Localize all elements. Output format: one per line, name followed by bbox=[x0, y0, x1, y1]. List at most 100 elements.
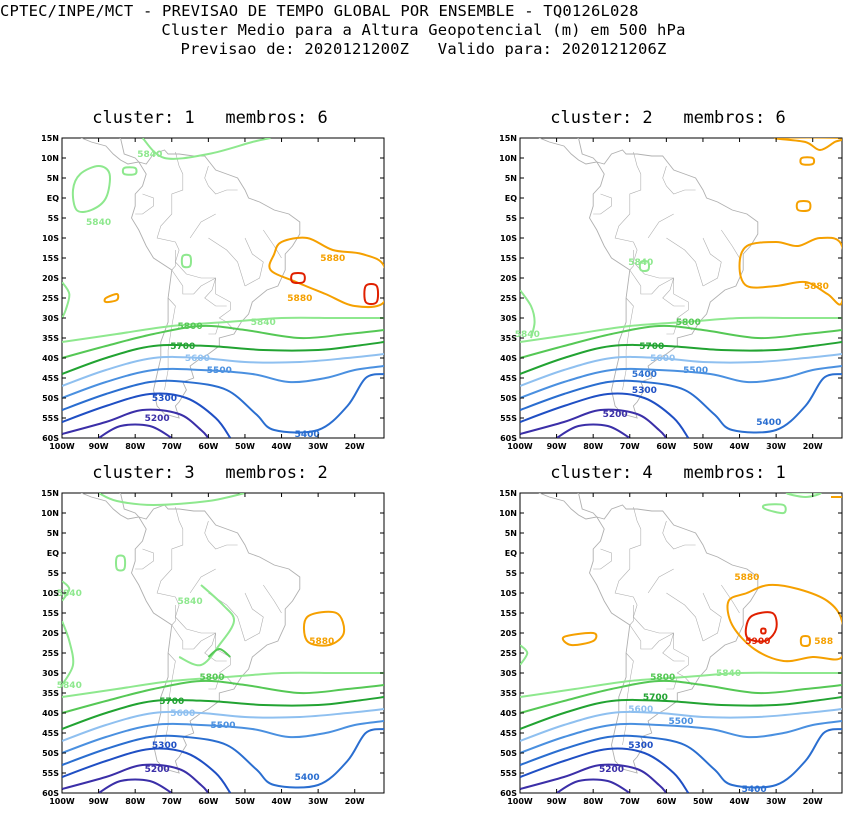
country-border bbox=[647, 568, 674, 594]
lon-tick-label: 60W bbox=[656, 442, 676, 451]
lon-tick-label: 60W bbox=[656, 797, 676, 806]
lat-tick-label: 10N bbox=[41, 154, 59, 163]
map-panel-cluster-2: cluster: 2 membros: 6 5840 5880 5840 5800 57… bbox=[458, 108, 847, 451]
country-border bbox=[171, 605, 176, 626]
lon-tick-label: 100W bbox=[49, 797, 75, 806]
lat-tick-label: 55S bbox=[500, 414, 517, 423]
contour-label: 5400 bbox=[742, 785, 767, 795]
contour-5600 bbox=[62, 353, 384, 387]
map-svg: 5840 5840 5880 5880 5840 5800 5700 5600 5500 5300… bbox=[41, 134, 385, 451]
contour-5900 bbox=[363, 282, 380, 306]
contour-5840 bbox=[62, 620, 75, 686]
coastline-central-america bbox=[538, 493, 598, 520]
lon-tick-label: 80W bbox=[125, 442, 145, 451]
country-border bbox=[263, 584, 282, 614]
lon-tick-label: 80W bbox=[125, 797, 145, 806]
lat-tick-label: 40S bbox=[42, 709, 59, 718]
contour-5400 bbox=[62, 728, 384, 789]
lon-tick-label: 30W bbox=[766, 442, 786, 451]
contour-5880 bbox=[799, 156, 816, 166]
lat-tick-label: 10S bbox=[500, 589, 517, 598]
contour-label: 5840 bbox=[628, 258, 653, 268]
header-line-2: Cluster Medio para a Altura Geopotencial… bbox=[161, 21, 686, 39]
country-border bbox=[204, 277, 227, 307]
contour-label: 5900 bbox=[745, 637, 770, 647]
map-svg: 5840 5840 5880 5840 5800 5700 5600 5500 5300 5200… bbox=[41, 489, 385, 806]
contour-5840 bbox=[520, 289, 536, 339]
lon-tick-label: 30W bbox=[766, 797, 786, 806]
lon-tick-label: 90W bbox=[547, 797, 567, 806]
contour-label: 5840 bbox=[515, 330, 540, 340]
lat-tick-label: 15N bbox=[41, 489, 59, 498]
lat-tick-label: 10N bbox=[41, 509, 59, 518]
contour-5840 bbox=[520, 644, 529, 666]
country-border bbox=[622, 297, 634, 391]
map-layer bbox=[62, 493, 384, 793]
contour-label: 5300 bbox=[152, 741, 177, 751]
contour-label: 5880 bbox=[804, 282, 829, 292]
lat-tick-label: 15S bbox=[500, 609, 517, 618]
lon-tick-label: 70W bbox=[620, 797, 640, 806]
contour-5840 bbox=[178, 584, 236, 667]
contour-label: 5840 bbox=[251, 318, 276, 328]
contour-label: 5500 bbox=[668, 717, 693, 727]
lat-tick-label: 5N bbox=[47, 174, 59, 183]
lat-tick-label: 10N bbox=[499, 509, 517, 518]
contour-5800 bbox=[520, 324, 842, 359]
lat-tick-label: 5S bbox=[48, 214, 60, 223]
contour-5600 bbox=[520, 708, 842, 742]
country-border bbox=[662, 277, 685, 307]
header-line-3: Previsao de: 2020121200Z Valido para: 20… bbox=[180, 40, 667, 58]
country-border bbox=[263, 229, 282, 259]
lat-tick-label: 60S bbox=[500, 789, 517, 798]
lon-tick-label: 50W bbox=[693, 442, 713, 451]
contour-5900 bbox=[290, 272, 306, 284]
contour-label: 5200 bbox=[145, 765, 170, 775]
panel-title: cluster: 3 membros: 2 bbox=[92, 463, 328, 483]
lon-tick-label: 20W bbox=[345, 442, 365, 451]
lon-tick-label: 40W bbox=[730, 797, 750, 806]
lon-tick-label: 40W bbox=[272, 797, 292, 806]
contour-label: 5200 bbox=[603, 410, 628, 420]
contour-5880 bbox=[774, 138, 842, 152]
lat-tick-label: 15N bbox=[499, 489, 517, 498]
lat-tick-label: 20S bbox=[42, 629, 59, 638]
contour-5840 bbox=[71, 164, 111, 213]
country-border bbox=[204, 165, 238, 195]
lat-tick-label: 15S bbox=[42, 609, 59, 618]
contour-label: 5600 bbox=[650, 354, 675, 364]
lat-tick-label: 50S bbox=[500, 394, 517, 403]
map-svg: 5840 5880 5840 5800 5700 5600 5500 5400 5300 5200… bbox=[499, 134, 843, 451]
contour-5600 bbox=[62, 708, 384, 742]
contour-5700 bbox=[62, 696, 384, 730]
country-border bbox=[244, 592, 264, 642]
contour-label: 588 bbox=[814, 637, 833, 647]
coastline-central-america bbox=[538, 138, 598, 165]
contour-5400 bbox=[62, 373, 384, 434]
lat-tick-label: 40S bbox=[500, 709, 517, 718]
panel-title: cluster: 2 membros: 6 bbox=[550, 108, 786, 128]
map-panel-cluster-3: cluster: 3 membros: 2 5840 5840 5880 5840 58… bbox=[0, 463, 420, 806]
lat-tick-label: 10S bbox=[42, 234, 59, 243]
contour-label: 5500 bbox=[207, 366, 232, 376]
contour-5800 bbox=[62, 679, 384, 714]
lon-tick-label: 60W bbox=[198, 797, 218, 806]
contour-5880 bbox=[268, 236, 384, 309]
contour-5840 bbox=[638, 260, 650, 272]
lat-tick-label: EQ bbox=[505, 194, 517, 203]
country-border bbox=[593, 548, 612, 570]
lat-tick-label: 45S bbox=[500, 374, 517, 383]
contour-label: 5840 bbox=[86, 218, 111, 228]
contour-5880 bbox=[561, 631, 598, 647]
country-border bbox=[614, 506, 693, 686]
contour-5200 bbox=[556, 423, 631, 438]
contour-5880 bbox=[726, 583, 842, 663]
lat-tick-label: 20S bbox=[42, 274, 59, 283]
country-border bbox=[204, 520, 238, 550]
country-border bbox=[629, 605, 634, 626]
contour-5200 bbox=[62, 763, 210, 793]
contour-label: 5700 bbox=[170, 342, 195, 352]
contour-5500 bbox=[520, 720, 842, 754]
lat-tick-label: 15S bbox=[42, 254, 59, 263]
lat-tick-label: EQ bbox=[505, 549, 517, 558]
